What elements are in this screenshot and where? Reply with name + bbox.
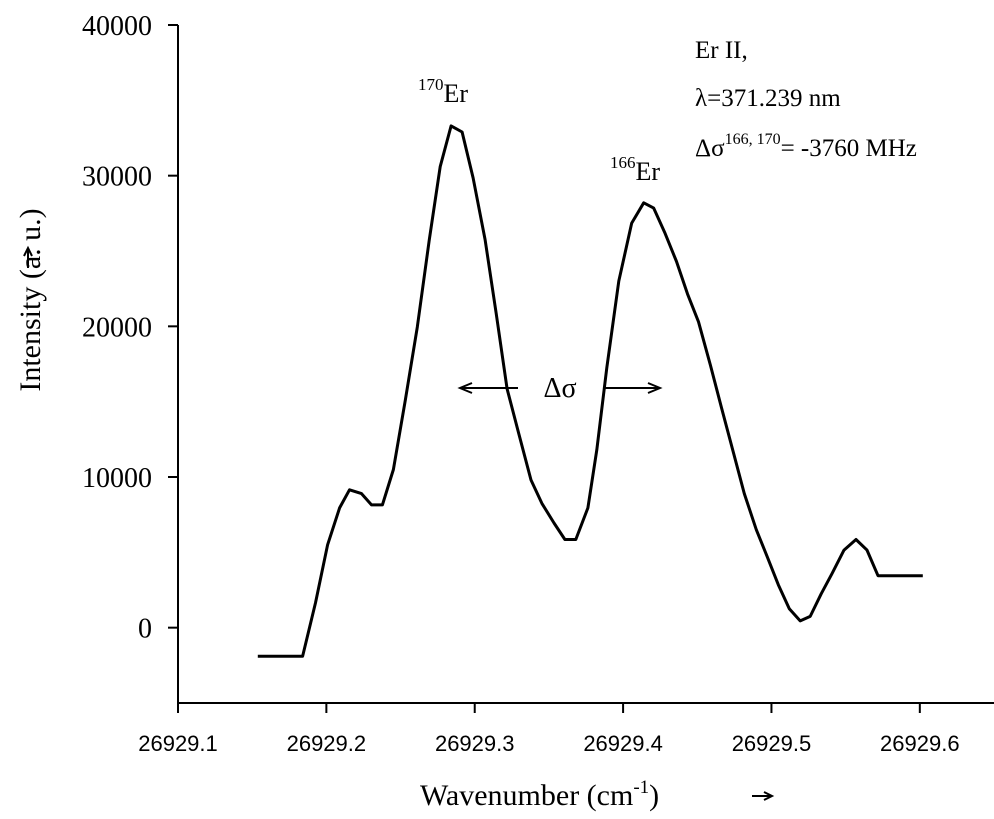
annotation-text: Er <box>444 79 469 108</box>
y-tick-label: 40000 <box>82 11 152 42</box>
x-tick-label: 26929.5 <box>732 731 812 756</box>
x-axis-title-after: ) <box>649 779 659 812</box>
x-tick-label: 26929.6 <box>880 731 960 756</box>
annotation-170: 170Er <box>418 75 468 108</box>
info-line: Er II, <box>695 37 748 64</box>
x-axis-title: Wavenumber (cm-1) <box>420 777 659 812</box>
delta-arrows <box>457 382 663 394</box>
info-text: Δσ <box>695 135 725 162</box>
y-tick-label: 0 <box>138 614 152 645</box>
x-axis-title-sup: -1 <box>633 777 649 798</box>
info-line: Δσ166, 170= -3760 MHz <box>695 131 917 162</box>
x-axis-title-text: Wavenumber (cm <box>420 779 633 812</box>
x-tick-label: 26929.4 <box>583 731 663 756</box>
info-line: λ=371.239 nm <box>695 85 841 112</box>
info-sup: 166, 170 <box>725 131 781 148</box>
delta-label: Δσ <box>543 373 576 404</box>
x-tick-label: 26929.1 <box>138 731 218 756</box>
y-tick-label: 30000 <box>82 162 152 193</box>
y-axis-arrow <box>23 245 33 268</box>
annotation-166: 166Er <box>610 153 660 186</box>
data-line <box>257 124 923 658</box>
annotation-sup: 166 <box>610 153 636 172</box>
y-tick-label: 20000 <box>82 312 152 343</box>
x-tick-label: 26929.2 <box>287 731 367 756</box>
info-after: = -3760 MHz <box>781 135 917 162</box>
annotation-text: Er <box>636 157 661 186</box>
x-tick-label: 26929.3 <box>435 731 515 756</box>
annotation-sup: 170 <box>418 75 444 94</box>
y-axis-title-text: Intensity (a. u.) <box>14 208 47 391</box>
x-axis-arrow <box>752 791 775 801</box>
y-tick-label: 10000 <box>82 463 152 494</box>
y-axis-title: Intensity (a. u.) <box>14 208 47 391</box>
